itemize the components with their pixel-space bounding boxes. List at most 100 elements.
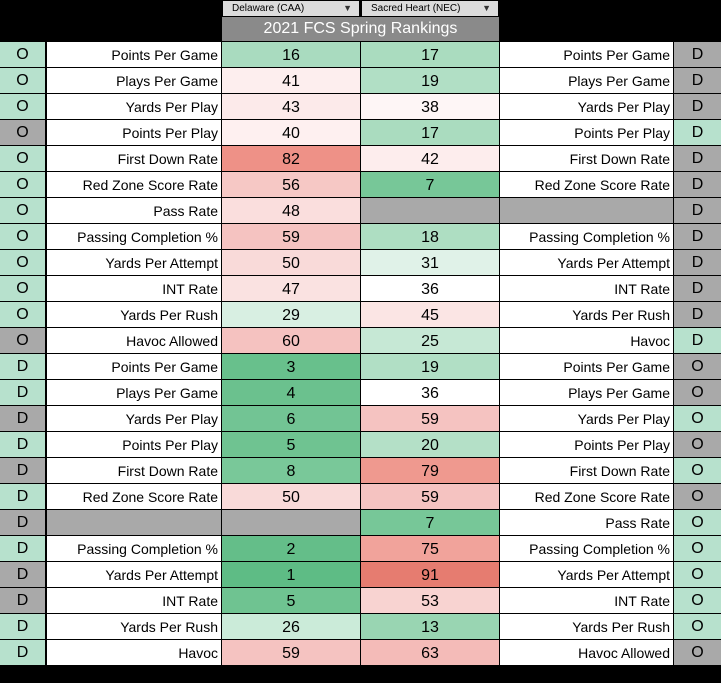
team1-side-cell[interactable]: D — [0, 432, 45, 457]
team2-side-cell[interactable]: O — [674, 640, 721, 665]
team1-side-cell[interactable]: D — [0, 380, 45, 405]
team1-side-cell[interactable]: O — [0, 276, 45, 301]
team1-rank-cell[interactable]: 40 — [222, 120, 360, 145]
team2-side-cell[interactable]: D — [674, 42, 721, 67]
team2-stat-label[interactable]: INT Rate — [500, 276, 673, 301]
team1-stat-label[interactable]: INT Rate — [47, 588, 221, 613]
team1-rank-cell[interactable]: 1 — [222, 562, 360, 587]
team1-stat-label[interactable]: Yards Per Play — [47, 94, 221, 119]
team2-rank-cell[interactable]: 38 — [361, 94, 499, 119]
team1-stat-label[interactable]: Points Per Game — [47, 354, 221, 379]
team2-side-cell[interactable]: D — [674, 68, 721, 93]
team1-rank-cell[interactable]: 16 — [222, 42, 360, 67]
team1-rank-cell[interactable]: 60 — [222, 328, 360, 353]
team2-rank-cell[interactable]: 53 — [361, 588, 499, 613]
team1-stat-label[interactable]: Havoc Allowed — [47, 328, 221, 353]
team1-rank-cell[interactable]: 43 — [222, 94, 360, 119]
team1-stat-label[interactable]: First Down Rate — [47, 146, 221, 171]
team1-stat-label[interactable]: Yards Per Attempt — [47, 250, 221, 275]
team1-side-cell[interactable]: D — [0, 354, 45, 379]
team1-side-cell[interactable]: O — [0, 198, 45, 223]
team2-stat-label[interactable]: Yards Per Rush — [500, 302, 673, 327]
team2-rank-cell[interactable]: 17 — [361, 42, 499, 67]
team1-stat-label[interactable]: Pass Rate — [47, 198, 221, 223]
dropdown-arrow-icon[interactable]: ▼ — [482, 3, 491, 13]
team2-rank-cell[interactable]: 19 — [361, 68, 499, 93]
team2-stat-label[interactable]: Yards Per Attempt — [500, 250, 673, 275]
team2-rank-cell[interactable]: 18 — [361, 224, 499, 249]
team2-stat-label[interactable]: Yards Per Rush — [500, 614, 673, 639]
team1-stat-label[interactable]: Points Per Game — [47, 42, 221, 67]
team2-rank-cell[interactable]: 7 — [361, 172, 499, 197]
team2-rank-cell[interactable]: 36 — [361, 380, 499, 405]
team2-stat-label[interactable]: Yards Per Attempt — [500, 562, 673, 587]
team1-rank-cell[interactable]: 50 — [222, 250, 360, 275]
team2-rank-cell[interactable]: 79 — [361, 458, 499, 483]
team1-side-cell[interactable]: D — [0, 536, 45, 561]
team2-rank-cell[interactable] — [361, 198, 499, 223]
team2-stat-label[interactable]: Red Zone Score Rate — [500, 484, 673, 509]
team1-stat-label[interactable]: Passing Completion % — [47, 224, 221, 249]
team2-stat-label[interactable]: Points Per Game — [500, 354, 673, 379]
team1-stat-label[interactable]: Passing Completion % — [47, 536, 221, 561]
team2-rank-cell[interactable]: 59 — [361, 484, 499, 509]
team1-rank-cell[interactable] — [222, 510, 360, 535]
team1-stat-label[interactable]: Plays Per Game — [47, 68, 221, 93]
team2-stat-label[interactable]: First Down Rate — [500, 146, 673, 171]
team2-rank-cell[interactable]: 17 — [361, 120, 499, 145]
team2-rank-cell[interactable]: 20 — [361, 432, 499, 457]
team1-side-cell[interactable]: D — [0, 406, 45, 431]
team1-stat-label[interactable] — [47, 510, 221, 535]
team2-rank-cell[interactable]: 91 — [361, 562, 499, 587]
team2-stat-label[interactable]: Passing Completion % — [500, 536, 673, 561]
team1-rank-cell[interactable]: 5 — [222, 588, 360, 613]
team2-side-cell[interactable]: O — [674, 536, 721, 561]
team1-rank-cell[interactable]: 82 — [222, 146, 360, 171]
team2-rank-cell[interactable]: 19 — [361, 354, 499, 379]
team2-side-cell[interactable]: D — [674, 276, 721, 301]
team2-stat-label[interactable]: INT Rate — [500, 588, 673, 613]
team1-side-cell[interactable]: O — [0, 42, 45, 67]
team2-column-header[interactable]: Sacred Heart (NEC) ▼ — [361, 0, 499, 17]
team2-rank-cell[interactable]: 45 — [361, 302, 499, 327]
team2-stat-label[interactable] — [500, 198, 673, 223]
team1-side-cell[interactable]: O — [0, 224, 45, 249]
team1-stat-label[interactable]: Yards Per Rush — [47, 302, 221, 327]
team1-rank-cell[interactable]: 2 — [222, 536, 360, 561]
team2-rank-cell[interactable]: 75 — [361, 536, 499, 561]
team2-rank-cell[interactable]: 25 — [361, 328, 499, 353]
team1-rank-cell[interactable]: 5 — [222, 432, 360, 457]
team1-rank-cell[interactable]: 26 — [222, 614, 360, 639]
dropdown-arrow-icon[interactable]: ▼ — [343, 3, 352, 13]
team1-rank-cell[interactable]: 56 — [222, 172, 360, 197]
team1-side-cell[interactable]: O — [0, 94, 45, 119]
team2-side-cell[interactable]: O — [674, 484, 721, 509]
team1-stat-label[interactable]: Yards Per Play — [47, 406, 221, 431]
team2-side-cell[interactable]: D — [674, 328, 721, 353]
team1-side-cell[interactable]: D — [0, 614, 45, 639]
team1-rank-cell[interactable]: 8 — [222, 458, 360, 483]
team1-rank-cell[interactable]: 29 — [222, 302, 360, 327]
team1-rank-cell[interactable]: 41 — [222, 68, 360, 93]
team2-side-cell[interactable]: D — [674, 302, 721, 327]
team2-side-cell[interactable]: D — [674, 172, 721, 197]
team1-side-cell[interactable]: O — [0, 250, 45, 275]
team2-side-cell[interactable]: O — [674, 562, 721, 587]
team1-side-cell[interactable]: O — [0, 328, 45, 353]
team1-side-cell[interactable]: D — [0, 640, 45, 665]
team1-stat-label[interactable]: Yards Per Rush — [47, 614, 221, 639]
team1-side-cell[interactable]: D — [0, 458, 45, 483]
team2-side-cell[interactable]: D — [674, 146, 721, 171]
team1-rank-cell[interactable]: 6 — [222, 406, 360, 431]
team2-stat-label[interactable]: Points Per Game — [500, 42, 673, 67]
team2-stat-label[interactable]: Yards Per Play — [500, 94, 673, 119]
team1-side-cell[interactable]: O — [0, 146, 45, 171]
team1-side-cell[interactable]: D — [0, 588, 45, 613]
team2-rank-cell[interactable]: 59 — [361, 406, 499, 431]
team2-side-cell[interactable]: O — [674, 510, 721, 535]
team2-stat-label[interactable]: Plays Per Game — [500, 68, 673, 93]
team1-side-cell[interactable]: O — [0, 120, 45, 145]
team2-side-cell[interactable]: O — [674, 458, 721, 483]
team1-side-cell[interactable]: O — [0, 172, 45, 197]
team2-stat-label[interactable]: Pass Rate — [500, 510, 673, 535]
